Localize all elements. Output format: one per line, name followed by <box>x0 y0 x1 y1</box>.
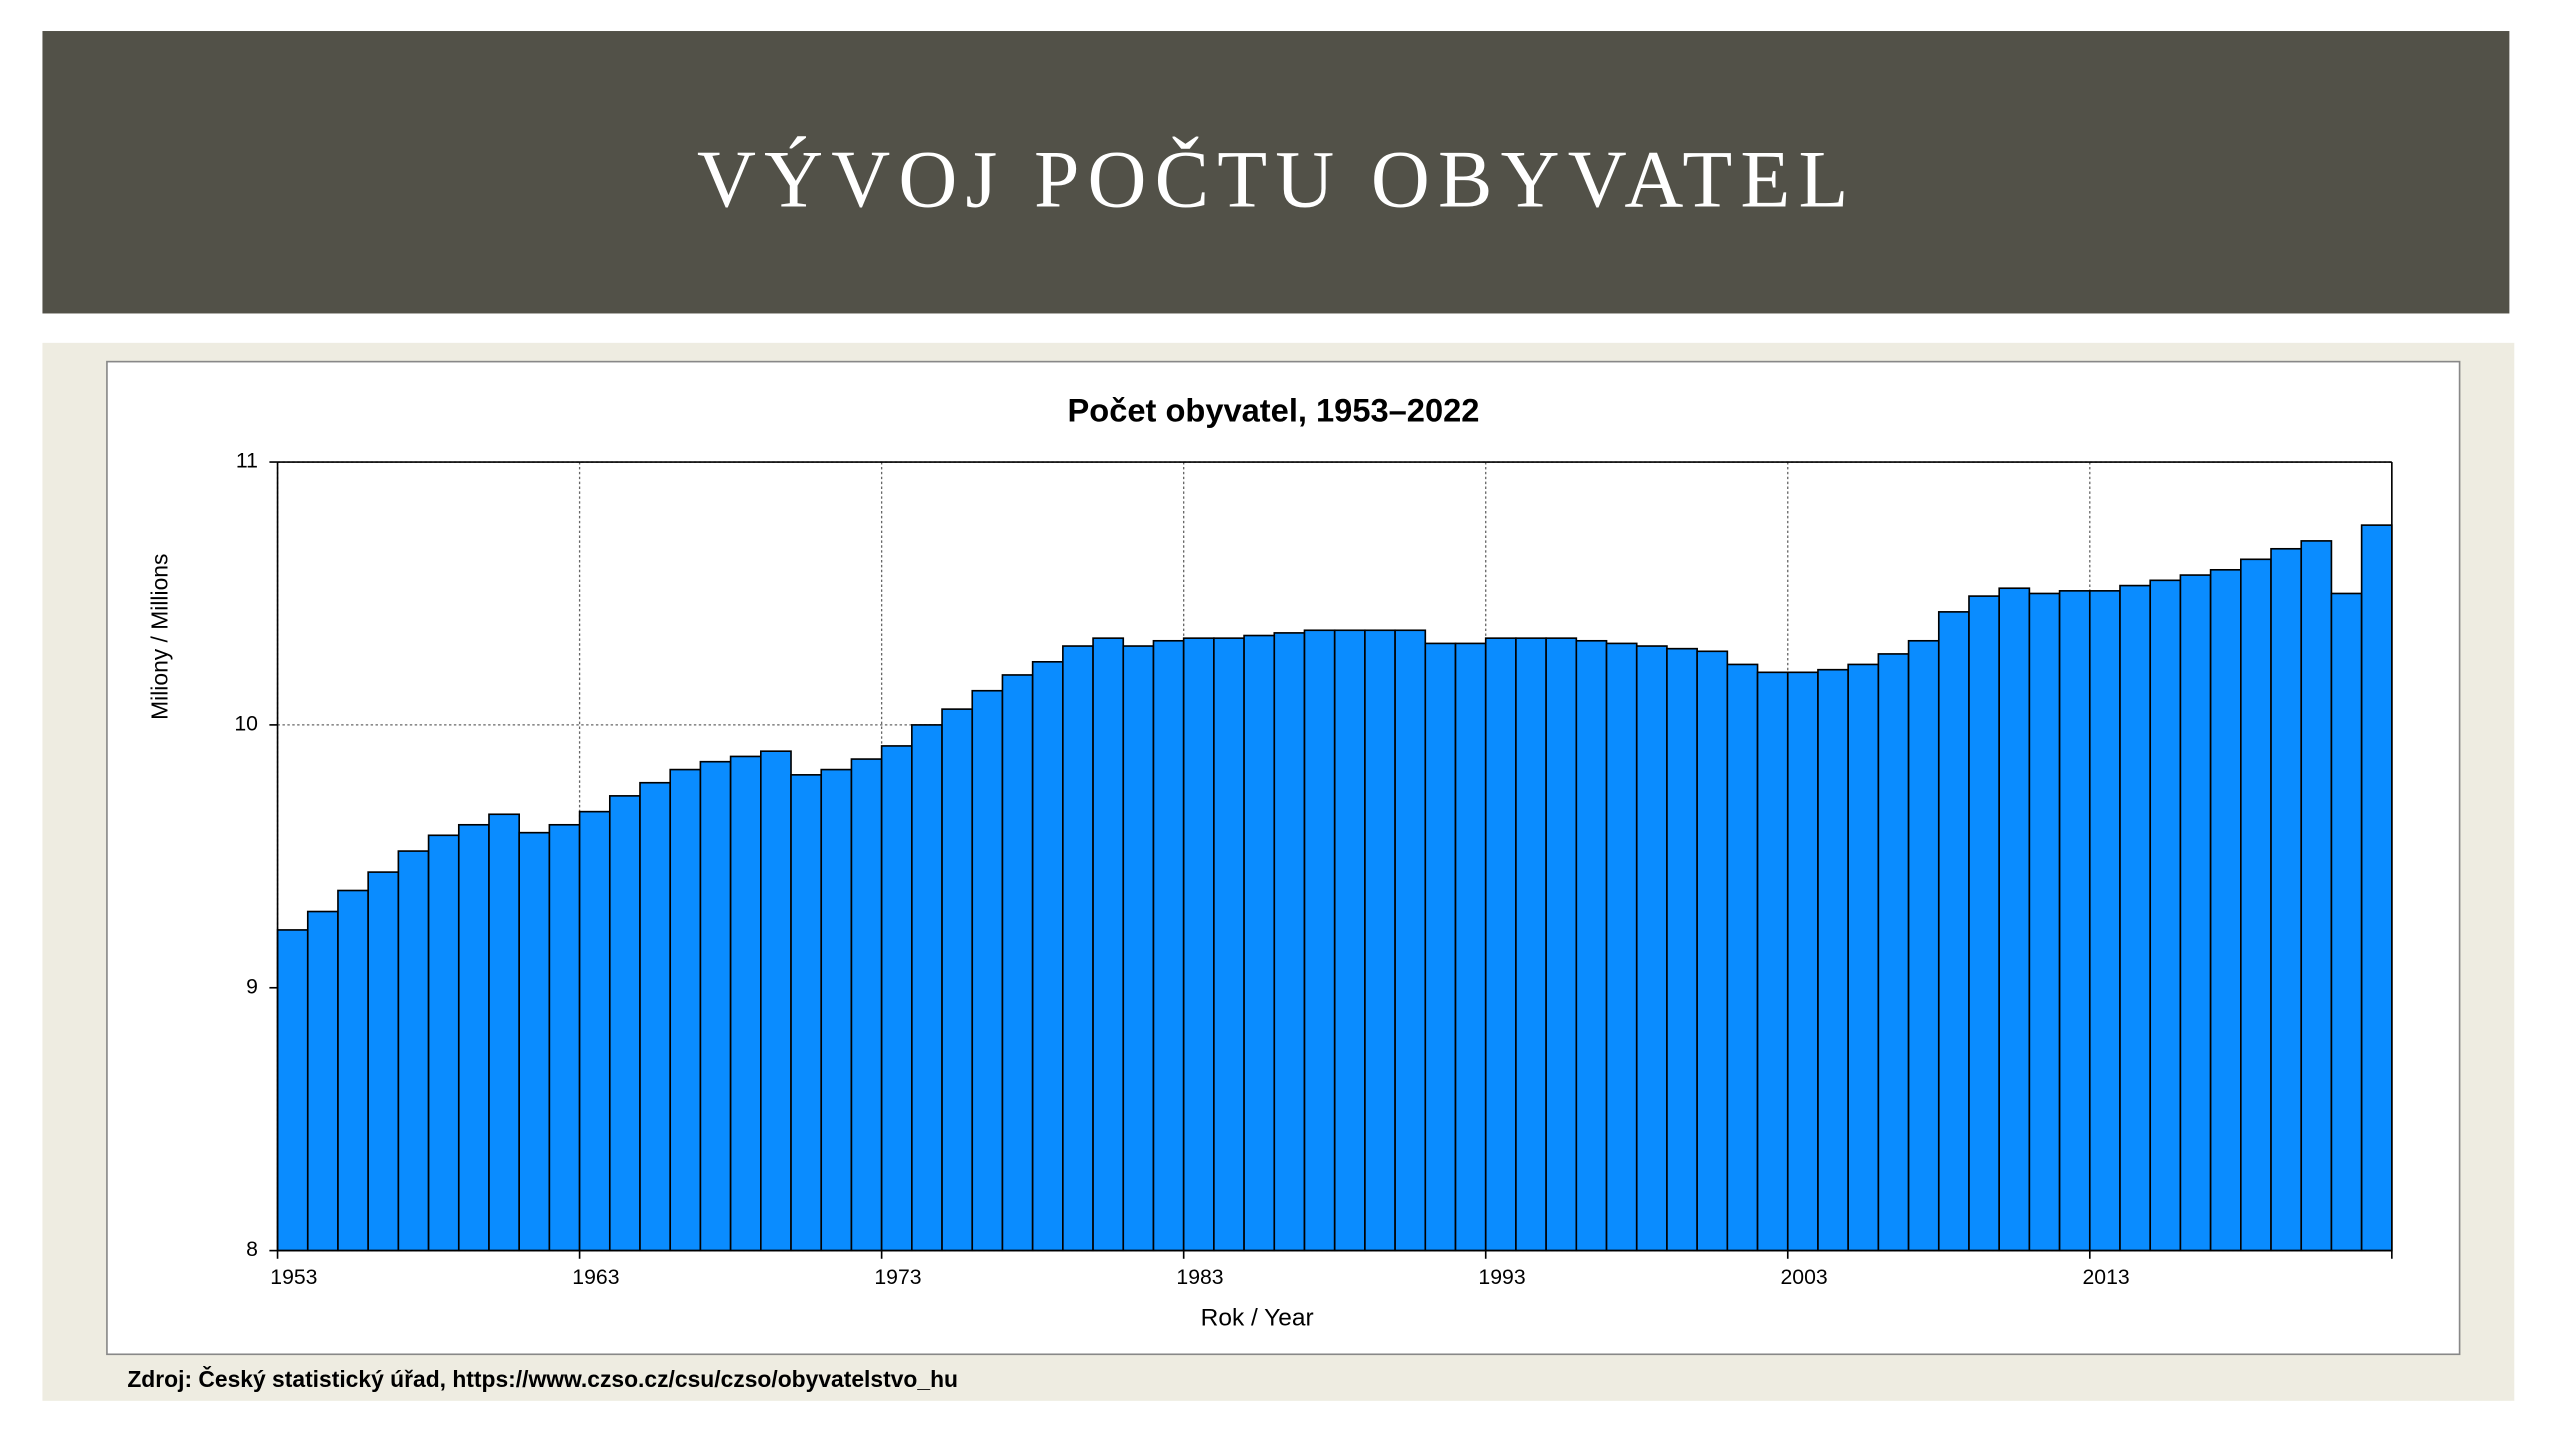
x-tick-label: 1983 <box>1176 1266 1223 1289</box>
x-tick-label: 2013 <box>2083 1266 2130 1289</box>
bar <box>1666 647 1698 1252</box>
bar <box>1998 587 2031 1252</box>
bar <box>1243 634 1276 1252</box>
bar <box>2119 584 2152 1252</box>
bar <box>2270 547 2303 1252</box>
bar <box>1122 645 1155 1252</box>
bar <box>1001 674 1034 1252</box>
bar <box>2149 579 2182 1252</box>
y-tick-label: 9 <box>246 975 258 998</box>
bar <box>1937 611 1970 1252</box>
bar <box>1062 645 1094 1252</box>
bar <box>397 850 430 1252</box>
bar <box>1152 639 1185 1252</box>
bar <box>457 823 490 1252</box>
bar <box>1515 637 1547 1252</box>
bar <box>1817 668 1849 1252</box>
bar <box>1756 671 1789 1252</box>
x-tick-label: 2003 <box>1780 1266 1827 1289</box>
bar <box>1635 645 1668 1252</box>
bar <box>2360 524 2393 1252</box>
bar <box>1968 595 2000 1252</box>
bar <box>2300 540 2333 1252</box>
bar <box>488 813 520 1252</box>
bar <box>608 795 641 1252</box>
y-tick-label: 10 <box>234 713 258 736</box>
bar <box>427 834 460 1252</box>
bar <box>850 758 883 1252</box>
bar <box>306 910 339 1252</box>
header-band <box>42 31 2510 314</box>
bar <box>2330 592 2363 1252</box>
bar <box>971 689 1004 1252</box>
bar <box>2088 590 2121 1252</box>
bar <box>1484 637 1517 1252</box>
bar <box>2240 558 2272 1252</box>
bar <box>790 774 823 1252</box>
bar <box>1364 629 1396 1252</box>
y-axis-label: Miliony / Millions <box>147 554 173 720</box>
bar <box>1575 639 1608 1252</box>
bar <box>1786 671 1819 1252</box>
plot: 8 9 10 11 1953 1963 1973 1983 1993 2003 2013 <box>234 450 2393 1289</box>
bar <box>1605 642 1638 1252</box>
x-tick-label: 1953 <box>270 1266 317 1289</box>
bar <box>820 768 853 1252</box>
bar <box>2058 590 2091 1252</box>
bar <box>1726 663 1759 1252</box>
bar <box>1907 639 1940 1252</box>
bar <box>941 708 974 1252</box>
bar <box>2028 592 2061 1252</box>
bar <box>669 768 702 1252</box>
bar <box>1696 650 1729 1252</box>
bar <box>1092 637 1125 1252</box>
bar <box>518 831 551 1252</box>
x-tick-label: 1993 <box>1478 1266 1525 1289</box>
y-tick-label: 8 <box>246 1238 258 1261</box>
bar <box>276 929 309 1252</box>
bar <box>760 750 792 1252</box>
bar <box>367 871 400 1252</box>
bar <box>548 823 581 1252</box>
x-tick-label: 1973 <box>874 1266 921 1289</box>
bar <box>1847 663 1880 1252</box>
bar <box>1424 642 1457 1252</box>
bar <box>1454 642 1487 1252</box>
bar <box>699 760 732 1252</box>
bar <box>2179 574 2212 1252</box>
bar <box>1545 637 1578 1252</box>
bar <box>1394 629 1427 1252</box>
x-axis-label: Rok / Year <box>1201 1305 1314 1332</box>
bar <box>337 889 369 1252</box>
bar <box>2209 568 2242 1252</box>
bar <box>880 745 913 1252</box>
bar <box>1182 637 1215 1252</box>
slide-title: VÝVOJ POČTU OBYVATEL <box>697 133 1856 224</box>
bar <box>911 724 943 1252</box>
source-note: Zdroj: Český statistický úřad, https://w… <box>127 1366 958 1392</box>
bar <box>578 810 611 1252</box>
bar <box>1213 637 1245 1252</box>
bar <box>1303 629 1336 1252</box>
x-tick-label: 1963 <box>572 1266 619 1289</box>
y-tick-label: 11 <box>236 450 258 473</box>
bar <box>1031 660 1064 1252</box>
bar <box>1273 632 1306 1252</box>
bar <box>639 781 672 1252</box>
bar <box>1333 629 1366 1252</box>
bar <box>729 755 762 1252</box>
chart-title: Počet obyvatel, 1953–2022 <box>1068 392 1480 429</box>
bar <box>1877 653 1910 1252</box>
